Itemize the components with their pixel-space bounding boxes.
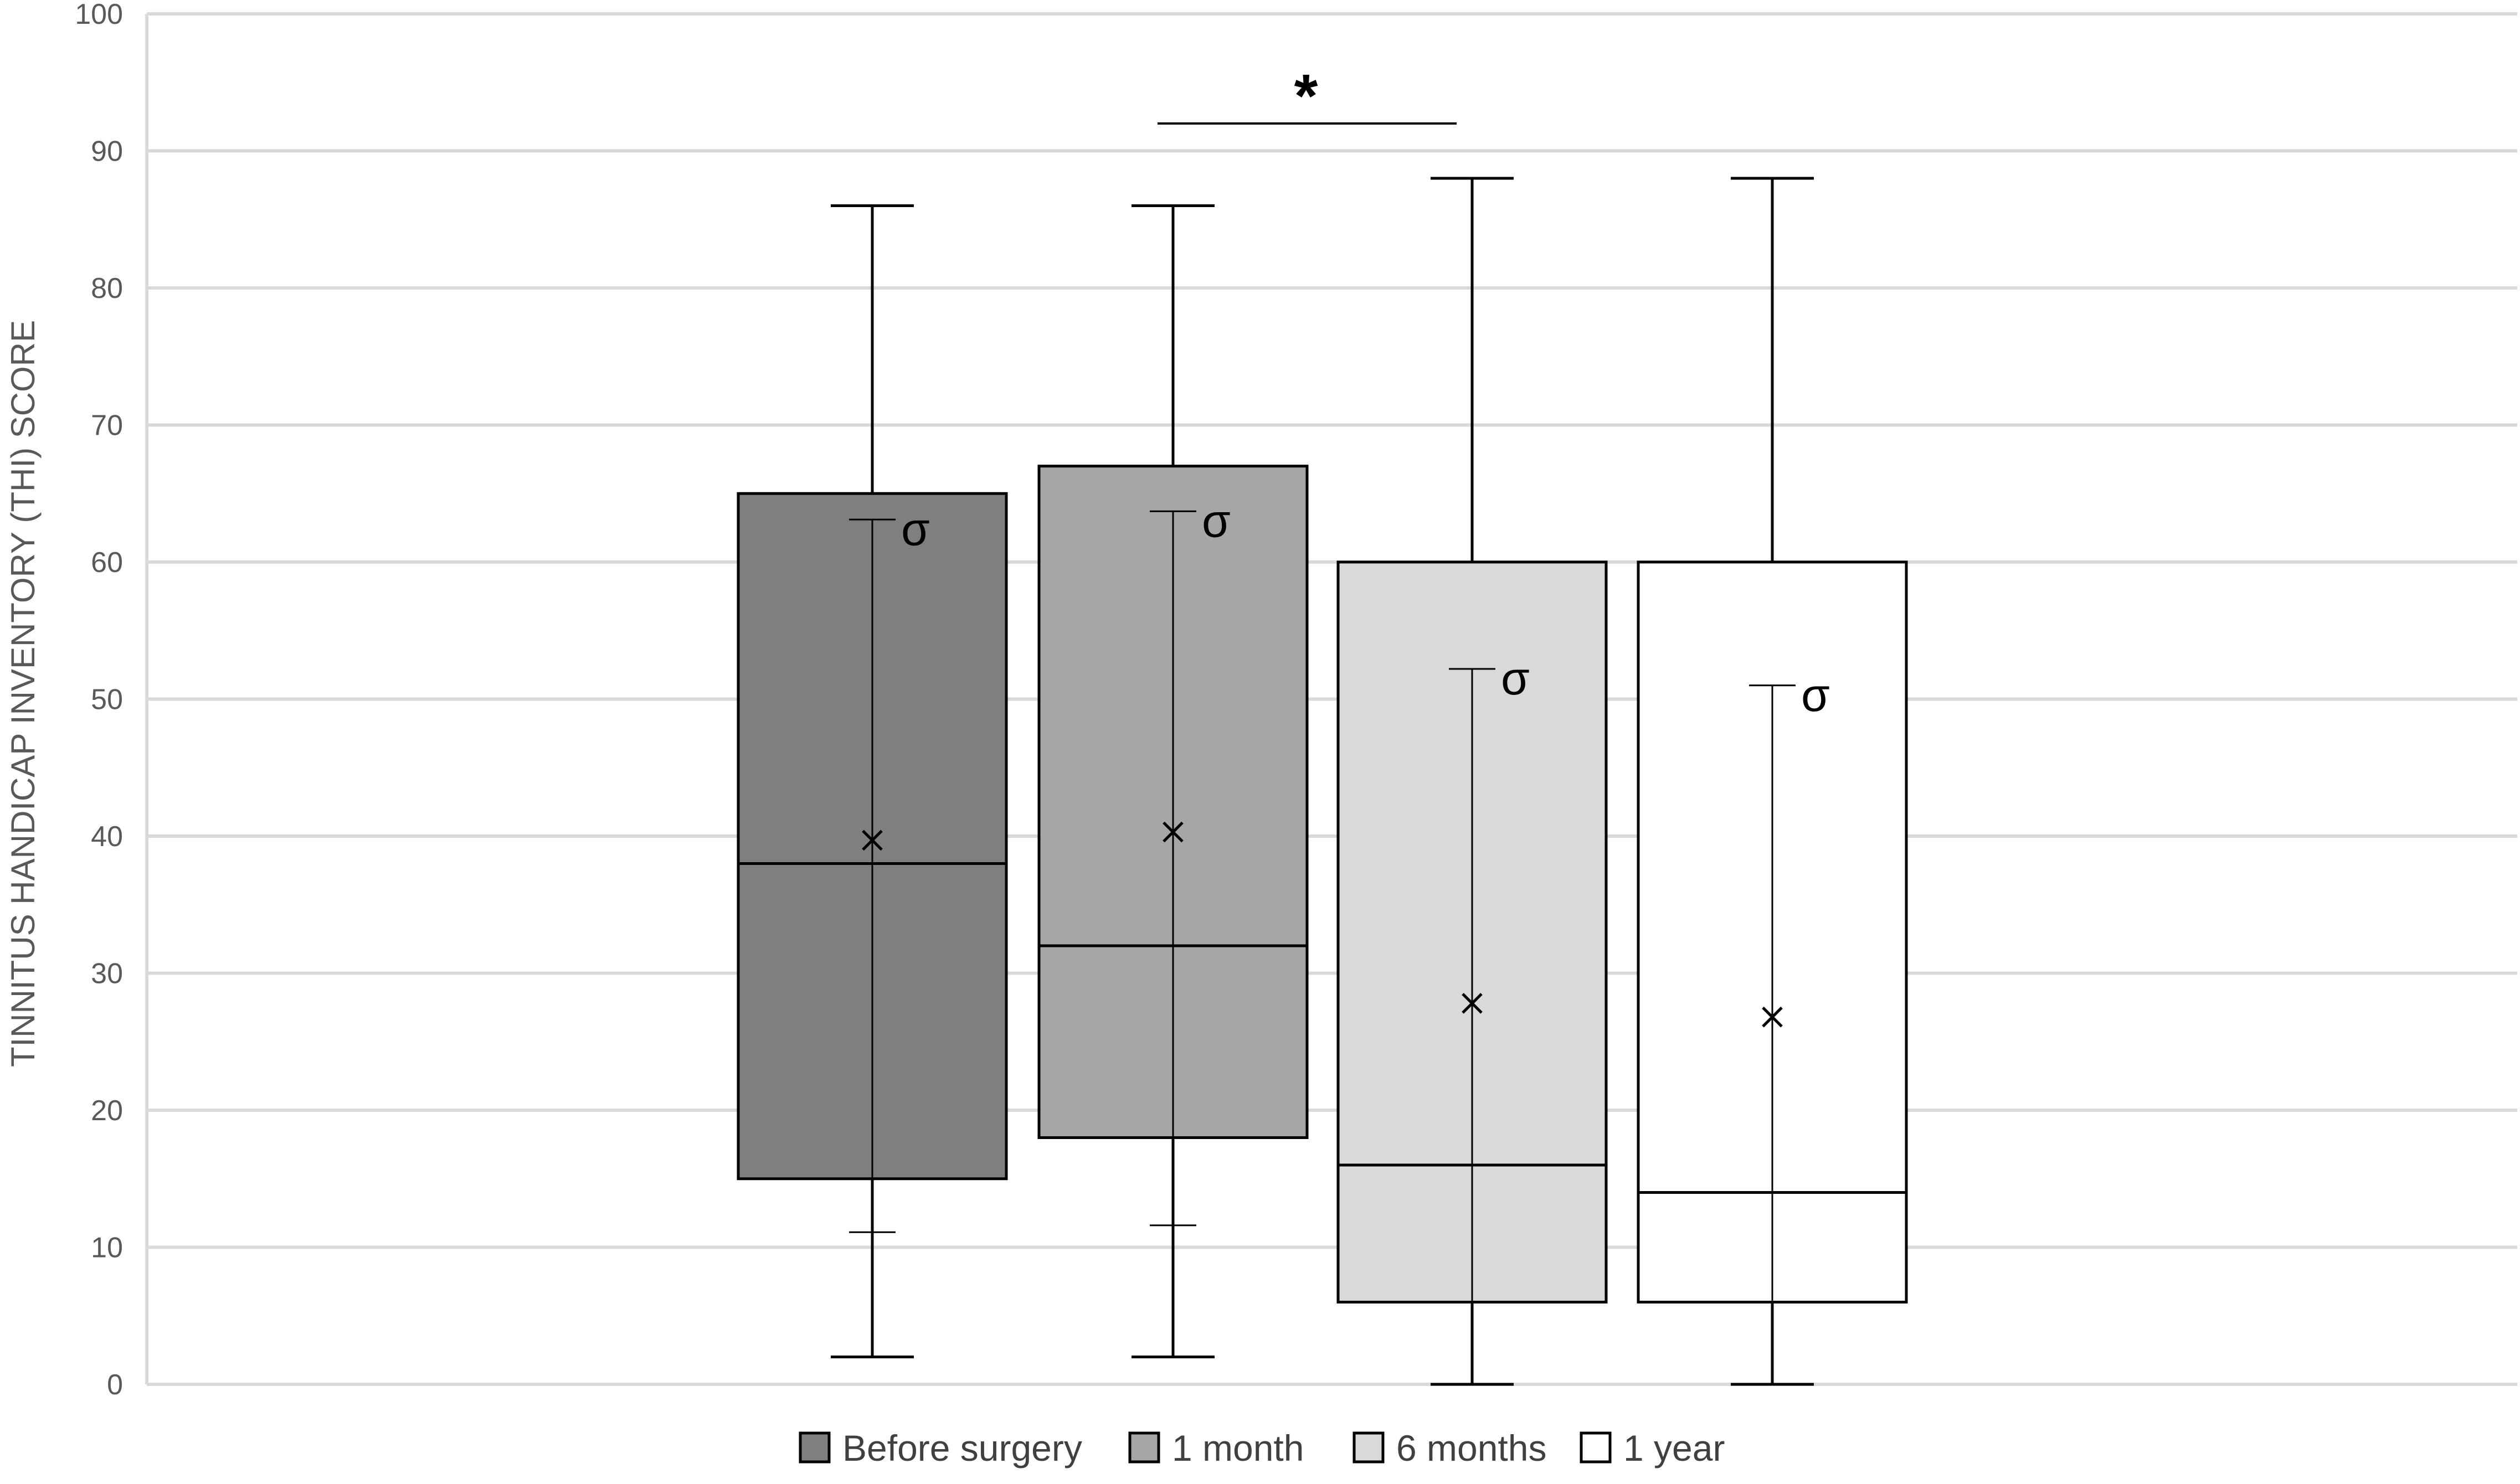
legend-swatch (1128, 1431, 1160, 1464)
box-6-months: σ (1336, 177, 1608, 1386)
box-1-month: σ (1037, 204, 1309, 1358)
legend-swatch (1352, 1431, 1385, 1464)
y-tick-label: 80 (91, 272, 123, 305)
y-tick-label: 10 (91, 1232, 123, 1264)
y-tick-label: 50 (91, 684, 123, 716)
legend-label: Before surgery (842, 1428, 1082, 1468)
sd-sigma-label: σ (1801, 669, 1830, 721)
legend-item: 1 year (1580, 1428, 1725, 1468)
legend-item: Before surgery (799, 1428, 1082, 1468)
y-tick-label: 40 (91, 821, 123, 853)
y-tick-label: 100 (75, 0, 123, 30)
legend-label: 1 month (1172, 1428, 1304, 1468)
mean-marker (1163, 821, 1184, 843)
y-tick-label: 0 (107, 1369, 123, 1401)
y-tick-label: 30 (91, 958, 123, 990)
mean-marker (1762, 1006, 1783, 1028)
sd-sigma-label: σ (1501, 652, 1530, 704)
sd-sigma-label: σ (1202, 494, 1231, 547)
y-tick-label: 70 (91, 410, 123, 442)
mean-marker (1462, 993, 1483, 1014)
significance-annotation: * (1158, 62, 1457, 130)
box-before-surgery: σ (737, 204, 1008, 1358)
legend: Before surgery 1 month 6 months 1 year (799, 1428, 1725, 1468)
legend-label: 1 year (1623, 1428, 1725, 1468)
y-axis-title: TINNITUS HANDICAP INVENTORY (THI) SCORE (4, 320, 42, 1067)
box-1-year: σ (1637, 177, 1908, 1386)
box-series-group: σ σ σ σ (737, 177, 1908, 1386)
legend-label: 6 months (1396, 1428, 1546, 1468)
gridlines (145, 12, 2517, 1386)
y-tick-label: 60 (91, 547, 123, 579)
mean-marker (862, 829, 883, 851)
y-tick-label: 20 (91, 1095, 123, 1127)
legend-swatch (799, 1431, 831, 1464)
y-axis-tick-labels: 0 10 20 30 40 50 60 70 80 90 100 (75, 0, 123, 1401)
sd-sigma-label: σ (901, 503, 930, 555)
y-tick-label: 90 (91, 136, 123, 168)
significance-star: * (1294, 62, 1318, 130)
legend-item: 6 months (1352, 1428, 1546, 1468)
legend-swatch (1580, 1431, 1612, 1464)
legend-item: 1 month (1128, 1428, 1304, 1468)
